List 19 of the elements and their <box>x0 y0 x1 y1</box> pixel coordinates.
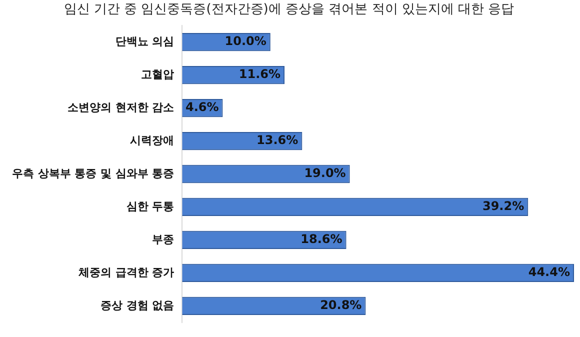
chart-title: 임신 기간 중 임신중독증(전자간증)에 증상을 겪어본 적이 있는지에 대한 응답 <box>64 2 514 18</box>
y-tick-label: 시력장애 <box>130 134 174 147</box>
y-tick-label: 우측 상복부 통증 및 심와부 통증 <box>12 166 174 180</box>
y-tick-label: 증상 경험 없음 <box>100 298 174 312</box>
y-tick-label: 부종 <box>152 232 174 246</box>
data-label: 39.2% <box>482 199 524 214</box>
y-tick-label: 단백뇨 의심 <box>115 34 174 48</box>
data-label: 18.6% <box>300 232 342 246</box>
y-tick-label: 체중의 급격한 증가 <box>77 266 174 279</box>
y-tick-label: 고혈압 <box>141 68 174 81</box>
y-tick-label: 심한 두통 <box>126 200 174 213</box>
data-label: 10.0% <box>224 34 266 48</box>
y-tick-label: 소변양의 현저한 감소 <box>67 100 174 114</box>
data-label: 20.8% <box>320 298 362 312</box>
data-label: 19.0% <box>304 166 346 180</box>
data-label: 11.6% <box>238 67 281 82</box>
data-label: 4.6% <box>185 100 219 114</box>
data-label: 44.4% <box>528 265 570 280</box>
data-label: 13.6% <box>256 133 298 148</box>
